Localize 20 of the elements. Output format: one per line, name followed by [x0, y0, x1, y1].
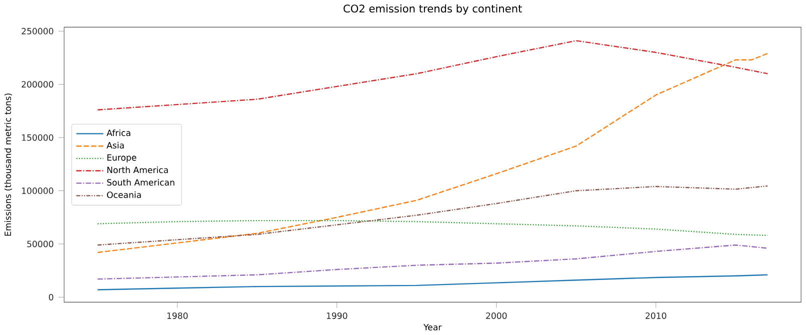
chart-title: CO2 emission trends by continent: [344, 4, 522, 15]
legend-label: Africa: [106, 130, 130, 136]
y-tick-label: 50000: [27, 240, 54, 248]
x-tick-label: 2010: [646, 312, 666, 320]
line-series: [97, 244, 768, 280]
x-tick-label: 1980: [167, 312, 188, 320]
x-axis-title: Year: [423, 324, 442, 331]
y-tick-label: 150000: [22, 134, 54, 141]
y-tick-label: 250000: [22, 28, 54, 34]
y-axis-title: Emissions (thousand metric tons): [4, 94, 12, 236]
x-tick-label: 2000: [486, 312, 507, 320]
y-tick-label: 200000: [22, 81, 54, 88]
y-tick-label: 0: [48, 294, 54, 301]
legend-label: Asia: [106, 142, 124, 149]
legend-label: South American: [107, 179, 174, 186]
legend-label: North America: [107, 166, 168, 174]
y-tick-label: 100000: [22, 188, 54, 194]
x-tick-label: 1990: [326, 312, 348, 320]
legend-label: Europe: [107, 154, 136, 162]
legend-label: Oceania: [107, 192, 141, 198]
